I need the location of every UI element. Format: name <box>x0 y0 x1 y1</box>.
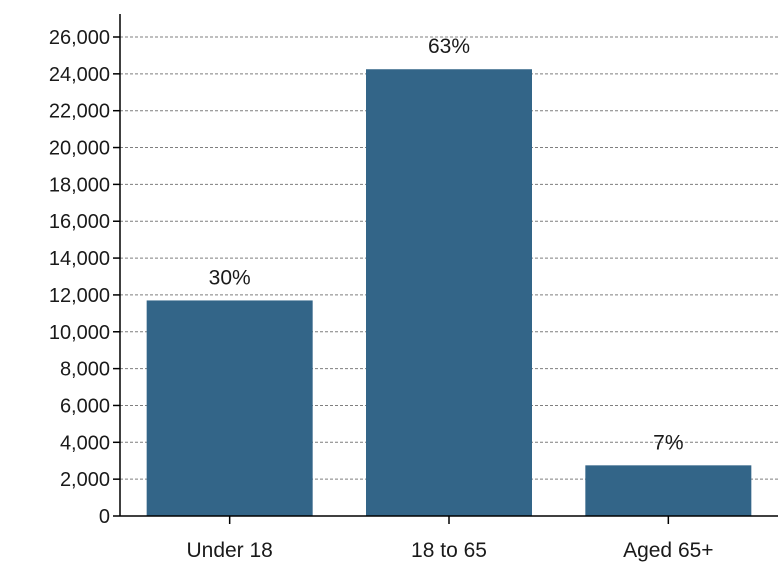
y-tick-label: 24,000 <box>49 64 110 86</box>
data-label: 7% <box>653 431 683 454</box>
y-tick-label: 0 <box>99 506 110 528</box>
data-label: 63% <box>428 35 470 58</box>
y-tick-label: 20,000 <box>49 138 110 160</box>
bars <box>146 69 752 516</box>
y-tick-label: 4,000 <box>60 432 110 454</box>
y-tick-label: 14,000 <box>49 248 110 270</box>
x-tick-label: 18 to 65 <box>411 539 487 562</box>
bar <box>366 69 532 516</box>
axes: 0 2,000 4,000 6,000 8,000 10,000 12,000 14,000 1… <box>49 14 778 562</box>
data-labels: 30% 63% 7% <box>209 35 684 454</box>
x-tick-label: Under 18 <box>186 539 272 562</box>
y-tick-label: 16,000 <box>49 211 110 233</box>
y-tick-label: 2,000 <box>60 469 110 491</box>
y-tick-label: 12,000 <box>49 285 110 307</box>
y-tick-label: 10,000 <box>49 322 110 344</box>
y-tick-label: 22,000 <box>49 101 110 123</box>
data-label: 30% <box>209 266 251 289</box>
y-tick-label: 26,000 <box>49 27 110 49</box>
bar <box>146 300 313 516</box>
bar <box>585 465 752 516</box>
x-tick-label: Aged 65+ <box>623 539 714 562</box>
y-tick-label: 8,000 <box>60 359 110 381</box>
y-tick-label: 18,000 <box>49 174 110 196</box>
y-tick-label: 6,000 <box>60 395 110 417</box>
